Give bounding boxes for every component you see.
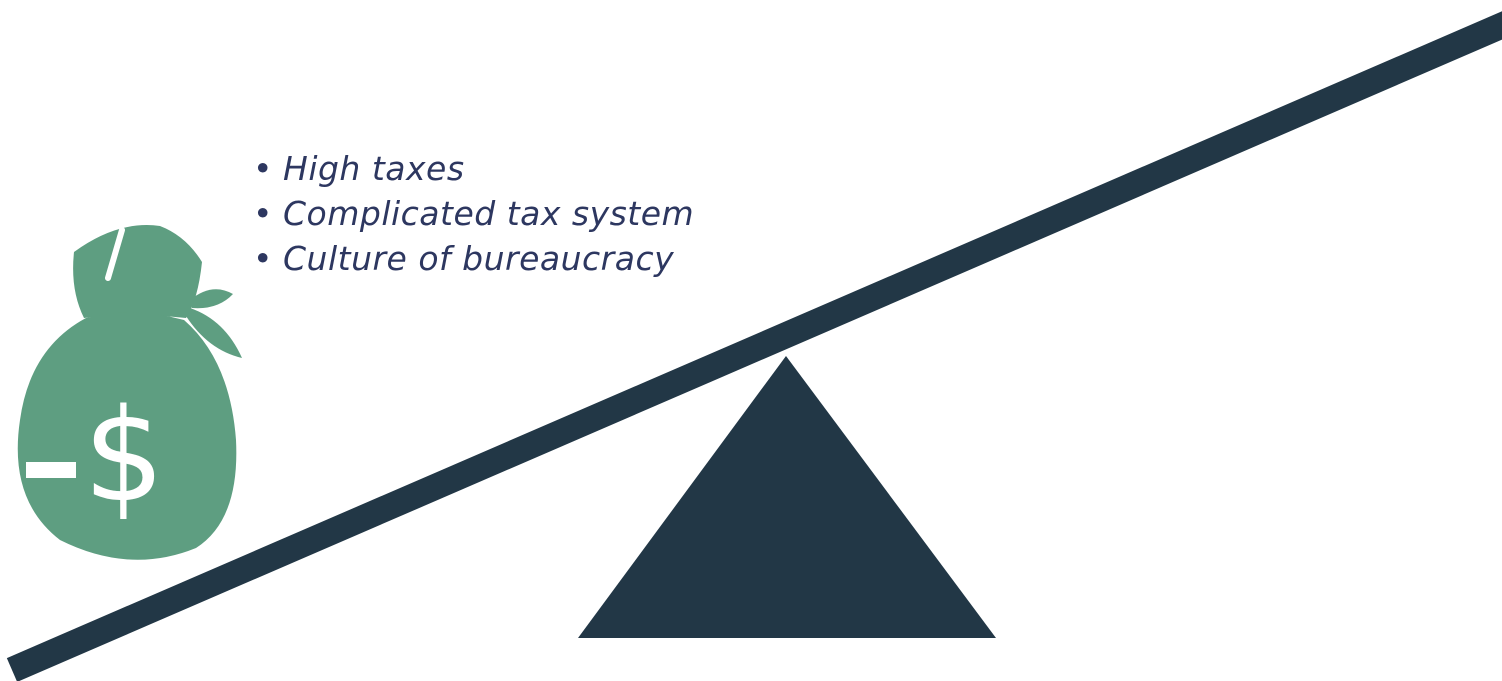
minus-icon: [26, 462, 76, 478]
bag-neck: [73, 225, 202, 318]
bullet-icon: •: [253, 239, 273, 278]
bullet-list: • High taxes • Complicated tax system • …: [253, 146, 694, 281]
list-item-text: High taxes: [283, 149, 465, 188]
fulcrum-triangle: [578, 356, 996, 638]
list-item: • Complicated tax system: [253, 191, 694, 236]
bullet-icon: •: [253, 149, 273, 188]
dollar-sign-icon: $: [83, 382, 164, 531]
bag-crease: [105, 227, 125, 281]
bullet-icon: •: [253, 194, 273, 233]
list-item-text: Complicated tax system: [283, 194, 695, 233]
seesaw-beam: [6, 11, 1502, 681]
list-item-text: Culture of bureaucracy: [283, 239, 675, 278]
bag-tie-icon: [186, 289, 242, 358]
list-item: • High taxes: [253, 146, 694, 191]
list-item: • Culture of bureaucracy: [253, 236, 694, 281]
money-bag-icon: $: [17, 225, 242, 560]
bag-body: [17, 312, 237, 560]
